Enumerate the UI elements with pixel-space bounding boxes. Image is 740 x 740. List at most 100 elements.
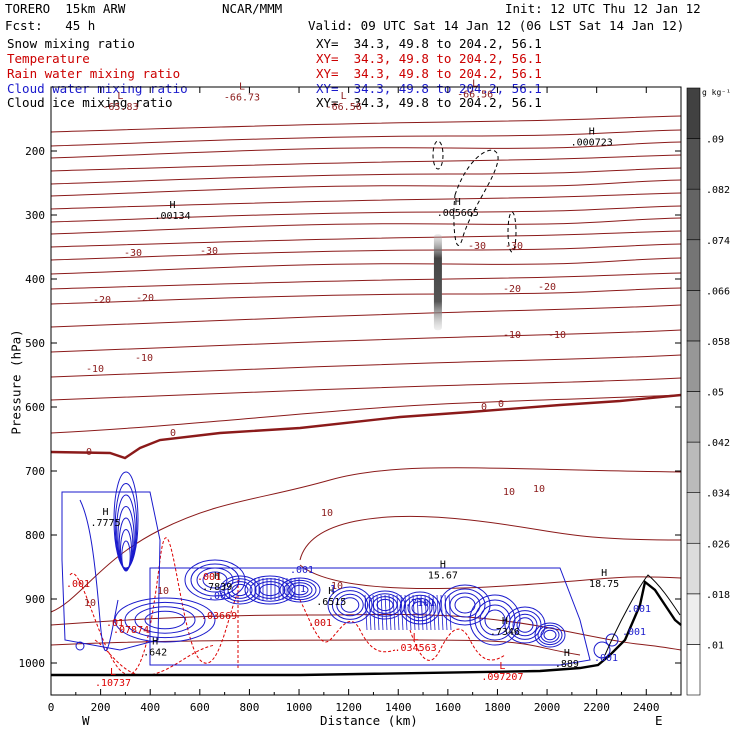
contour-label: .001 — [594, 653, 618, 664]
cloud-water-contour — [124, 601, 206, 639]
colorbar-tick-label: .082 — [706, 185, 730, 196]
legend-name-cloud-ice: Cloud ice mixing ratio — [7, 95, 173, 110]
cloud-water-contour — [605, 633, 619, 647]
extremum-marker: L — [117, 91, 123, 102]
x-tick-label: 800 — [239, 701, 259, 714]
cloud-water-contour — [291, 584, 309, 596]
extremum-value: -66.73 — [224, 93, 260, 104]
extremum-marker: H — [601, 568, 607, 579]
extremum-value: .005665 — [437, 208, 479, 219]
colorbar-tick-label: .042 — [706, 438, 730, 449]
legend-xy-temperature: XY= 34.3, 49.8 to 204.2, 56.1 — [316, 51, 542, 66]
colorbar-cell — [686, 188, 701, 241]
cloud-water-contour — [121, 540, 131, 572]
isotherm-line — [50, 287, 682, 305]
west-label: W — [82, 713, 90, 728]
cloud-water-contour — [227, 581, 253, 599]
cloud-water-contour — [144, 610, 186, 630]
x-axis-label: Distance (km) — [320, 713, 418, 728]
cloud-water-contour — [537, 624, 563, 646]
contour-label: -10 — [86, 364, 104, 375]
contour-label: .07874 — [113, 625, 149, 636]
y-tick-label: 700 — [25, 465, 45, 478]
legend-name-rain: Rain water mixing ratio — [7, 66, 181, 81]
y-tick-label: 500 — [25, 337, 45, 350]
cloud-water-contour — [190, 563, 240, 597]
contour-label: 10 — [503, 487, 515, 498]
extremum-value: .000723 — [571, 137, 613, 148]
isotherm-line — [50, 272, 682, 290]
cloud-water-contour — [403, 594, 437, 622]
extremum-marker: L — [472, 78, 478, 89]
contour-label: -30 — [468, 241, 486, 252]
cloud-water-contour — [424, 594, 428, 631]
extremum-value: .097207 — [481, 672, 523, 683]
contour-label: 0 — [170, 428, 176, 439]
extremum-marker: L — [239, 82, 245, 93]
cloud-water-contour — [444, 594, 448, 631]
contour-label: .001 — [290, 565, 314, 576]
cloud-water-contour — [231, 583, 249, 597]
x-tick-label: 600 — [190, 701, 210, 714]
cloud-water-contour — [364, 594, 368, 631]
cloud-water-contour — [432, 594, 436, 631]
legend-xy-rain: XY= 34.3, 49.8 to 204.2, 56.1 — [316, 66, 542, 81]
cloud-water-contour — [543, 629, 557, 641]
model-title: TORERO 15km ARW — [5, 1, 126, 16]
contour-label: 10 — [321, 508, 333, 519]
cloud-water-contour — [61, 491, 161, 651]
cloud-water-contour — [593, 641, 611, 659]
cloud-water-contour — [407, 597, 433, 619]
isotherm-line — [50, 394, 682, 434]
colorbar-tick-label: .034 — [706, 489, 730, 500]
isotherm-line — [299, 564, 682, 589]
colorbar-tick-label: .066 — [706, 286, 730, 297]
extremum-value: .00134 — [154, 211, 190, 222]
cloud-ice-contour — [507, 211, 517, 253]
cloud-water-contour — [400, 594, 404, 631]
extremum-marker: L — [110, 667, 116, 678]
rain-water-contour — [409, 628, 506, 661]
cloud-water-contour — [372, 594, 376, 631]
contour-label: -30 — [505, 241, 523, 252]
colorbar-cell — [686, 138, 701, 190]
contour-label: .001 — [308, 618, 332, 629]
isotherm-line — [50, 257, 682, 275]
cloud-water-contour — [376, 594, 380, 631]
contour-label: .001 — [627, 604, 651, 615]
cloud-water-contour — [412, 594, 416, 631]
forecast-hour: Fcst: 45 h — [5, 18, 96, 33]
extremum-marker: H — [152, 636, 158, 647]
cloud-water-contour — [287, 582, 313, 598]
colorbar-cell — [686, 542, 701, 595]
y-axis-label: Pressure (hPa) — [8, 329, 24, 435]
cloud-water-contour — [79, 499, 119, 651]
cloud-water-contour — [75, 641, 85, 651]
extremum-marker: H — [502, 616, 508, 627]
cloud-water-contour — [336, 593, 364, 617]
extremum-marker: H — [170, 200, 176, 211]
cloud-water-contour — [340, 597, 360, 613]
cloud-water-contour — [279, 577, 321, 603]
contour-label: -10 — [135, 353, 153, 364]
contour-label: .03669 — [201, 611, 237, 622]
center-title: NCAR/MMM — [222, 1, 283, 16]
cloud-water-contour — [512, 613, 538, 637]
x-tick-label: 1000 — [286, 701, 313, 714]
isotherm-line — [50, 205, 682, 223]
extremum-value: .7775 — [91, 518, 121, 529]
cloud-water-contour — [428, 594, 432, 631]
x-tick-label: 400 — [140, 701, 160, 714]
contour-label: 0 — [498, 399, 504, 410]
isotherm-line — [50, 639, 581, 656]
colorbar-cell — [686, 340, 701, 392]
cloud-water-contour — [448, 594, 452, 631]
legend-xy-cloud-water: XY= 34.3, 49.8 to 204.2, 56.1 — [316, 81, 542, 96]
contour-label: -20 — [538, 282, 556, 293]
colorbar-tick-label: .05 — [706, 388, 724, 399]
isotherm-line — [50, 141, 682, 159]
contour-label: .01 — [106, 618, 124, 629]
cloud-water-contour — [392, 594, 396, 631]
isotherm-line — [50, 167, 682, 185]
